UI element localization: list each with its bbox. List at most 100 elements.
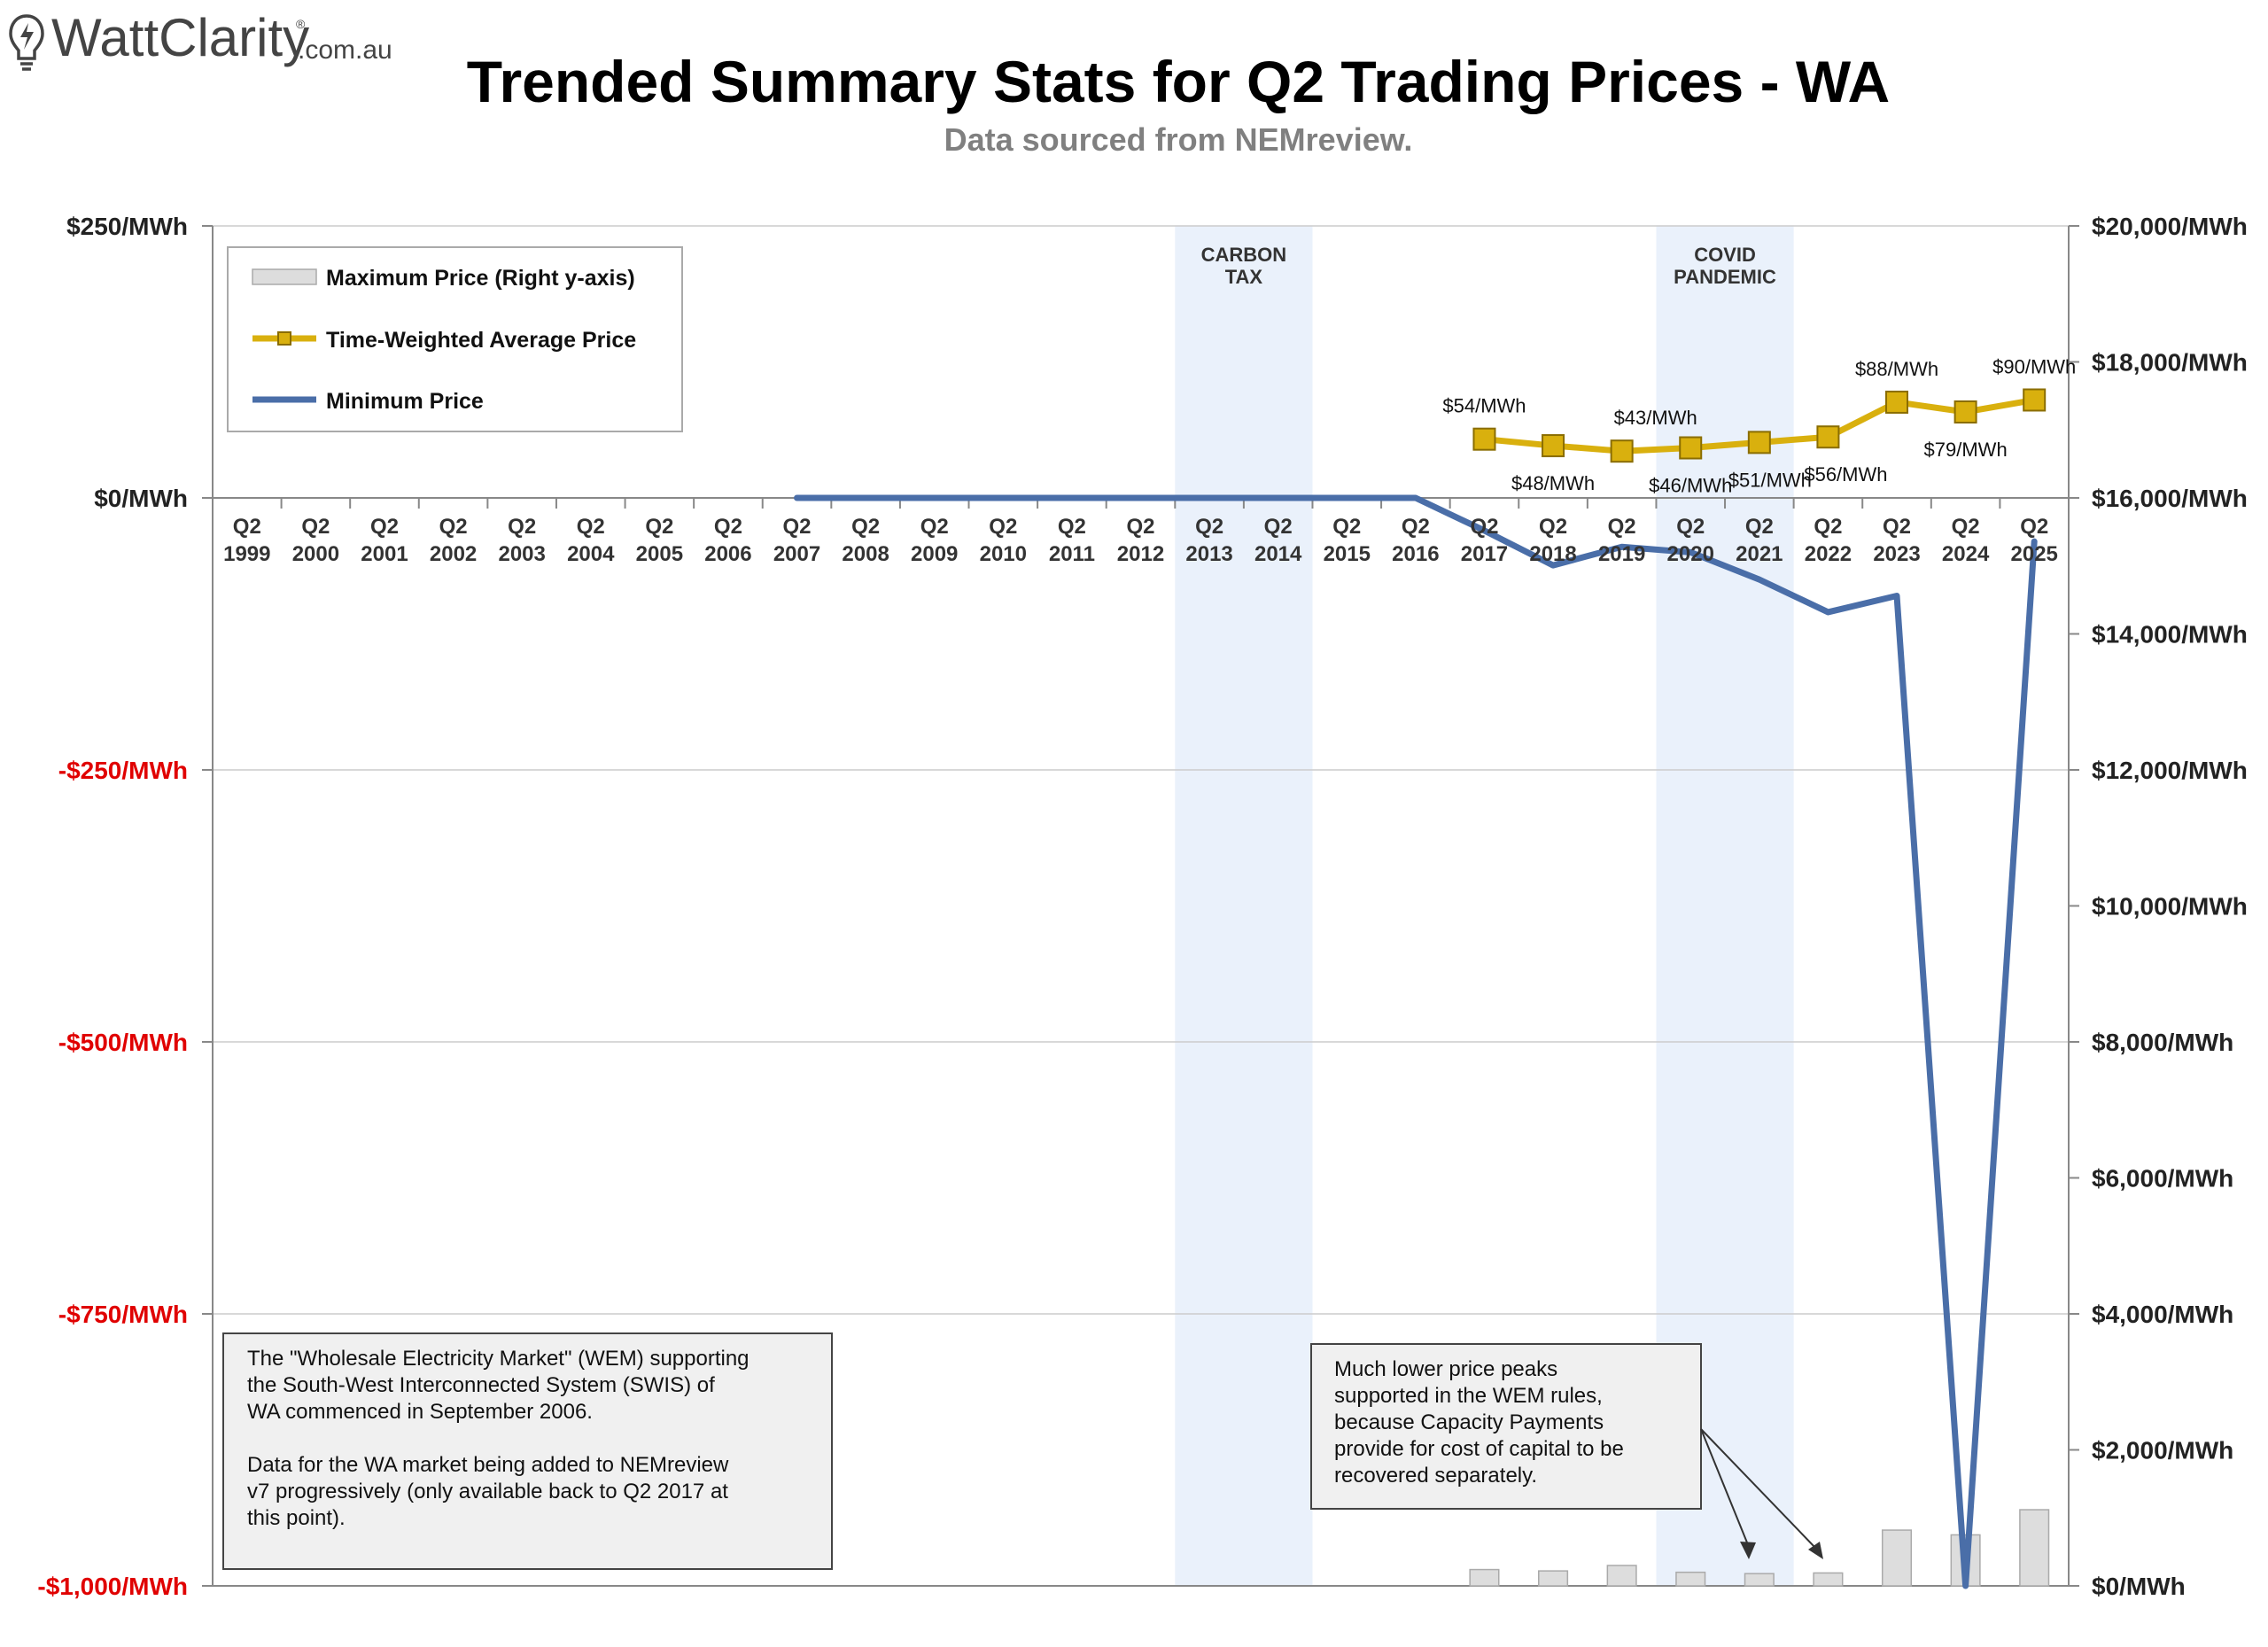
peaks-note-line: recovered separately. bbox=[1334, 1464, 1537, 1488]
avg-price-data-label: $48/MWh bbox=[1511, 472, 1595, 494]
avg-price-data-label: $43/MWh bbox=[1614, 407, 1697, 429]
right-tick-label: $18,000/MWh bbox=[2092, 349, 2248, 377]
right-tick-label: $16,000/MWh bbox=[2092, 485, 2248, 512]
x-tick-label: 2000 bbox=[292, 542, 339, 566]
left-tick-label: -$750/MWh bbox=[58, 1301, 188, 1328]
x-tick-label: 2009 bbox=[911, 542, 958, 566]
avg-price-data-label: $88/MWh bbox=[1855, 358, 1938, 380]
right-tick-label: $10,000/MWh bbox=[2092, 893, 2248, 921]
x-tick-label: Q2 bbox=[714, 515, 742, 539]
max-price-bar bbox=[1606, 1565, 1637, 1587]
x-tick-label: 2025 bbox=[2011, 542, 2058, 566]
left-tick-label: $0/MWh bbox=[94, 485, 188, 512]
y-axis-labels: $250/MWh $0/MWh -$250/MWh -$500/MWh -$750/MW… bbox=[37, 213, 2247, 1600]
x-tick-label: Q2 bbox=[1058, 515, 1086, 539]
max-price-bar bbox=[1744, 1573, 1775, 1587]
x-tick-label: 2002 bbox=[430, 542, 477, 566]
peaks-note-line: Much lower price peaks bbox=[1334, 1357, 1557, 1381]
x-tick-label: 2010 bbox=[980, 542, 1027, 566]
peaks-note-line: provide for cost of capital to be bbox=[1334, 1437, 1624, 1461]
avg-price-marker bbox=[2023, 388, 2047, 412]
x-tick-label: 2007 bbox=[773, 542, 820, 566]
legend: Maximum Price (Right y-axis) Time-Weight… bbox=[227, 246, 683, 432]
avg-price-marker bbox=[1610, 439, 1634, 463]
x-tick-label: Q2 bbox=[2020, 515, 2048, 539]
avg-price-marker bbox=[1747, 431, 1771, 454]
peaks-arrowhead bbox=[1808, 1542, 1823, 1559]
avg-price-series bbox=[1472, 388, 2047, 463]
logo-domain: .com.au bbox=[298, 35, 392, 65]
right-tick-label: $20,000/MWh bbox=[2092, 213, 2248, 240]
wem-note-line: this point). bbox=[247, 1506, 346, 1530]
x-tick-label: 2023 bbox=[1873, 542, 1920, 566]
legend-item-min: Minimum Price bbox=[326, 389, 484, 414]
avg-price-data-label: $90/MWh bbox=[1992, 355, 2076, 377]
wem-note: The "Wholesale Electricity Market" (WEM)… bbox=[222, 1332, 833, 1570]
avg-price-marker bbox=[1542, 434, 1565, 458]
wem-note-line: the South-West Interconnected System (SW… bbox=[247, 1373, 715, 1397]
x-tick-label: 1999 bbox=[223, 542, 270, 566]
shaded-period-label: CARBON bbox=[1201, 244, 1287, 266]
x-tick-label: Q2 bbox=[645, 515, 673, 539]
avg-price-marker bbox=[1885, 390, 1909, 414]
x-tick-label: Q2 bbox=[1126, 515, 1154, 539]
right-tick-label: $14,000/MWh bbox=[2092, 621, 2248, 649]
peaks-arrowhead bbox=[1740, 1542, 1756, 1559]
logo: WattClarity ® .com.au bbox=[9, 8, 392, 71]
x-tick-label: Q2 bbox=[783, 515, 812, 539]
shaded-period-label: TAX bbox=[1225, 266, 1263, 288]
x-tick-label: Q2 bbox=[1608, 515, 1636, 539]
x-tick-label: 2001 bbox=[361, 542, 408, 566]
x-tick-label: Q2 bbox=[301, 515, 330, 539]
avg-price-marker bbox=[1816, 425, 1840, 449]
x-tick-label: 2011 bbox=[1049, 542, 1095, 566]
lightbulb-icon bbox=[9, 14, 44, 71]
right-tick-label: $6,000/MWh bbox=[2092, 1165, 2233, 1193]
x-tick-label: 2022 bbox=[1805, 542, 1852, 566]
min-price-line bbox=[794, 494, 2038, 1589]
x-tick-label: Q2 bbox=[1676, 515, 1705, 539]
shaded-period-label: PANDEMIC bbox=[1674, 266, 1776, 288]
wem-note-line: v7 progressively (only available back to… bbox=[247, 1480, 728, 1503]
x-tick-label: 2004 bbox=[567, 542, 615, 566]
legend-avg-marker bbox=[277, 331, 291, 346]
left-tick-label: $250/MWh bbox=[66, 213, 188, 240]
x-axis-labels: Q2 1999 Q2 2000 Q2 2001 Q2 2002 Q2 2003 Q2 2004 Q2 20… bbox=[223, 515, 2058, 566]
legend-bar-swatch bbox=[252, 268, 317, 285]
peaks-note: Much lower price peaks supported in the … bbox=[1310, 1343, 1823, 1559]
x-tick-label: 2020 bbox=[1667, 542, 1714, 566]
x-tick-label: 2021 bbox=[1736, 542, 1783, 566]
max-price-bar bbox=[1881, 1529, 1913, 1587]
x-tick-label: Q2 bbox=[1402, 515, 1430, 539]
logo-brand: WattClarity bbox=[51, 8, 309, 67]
x-tick-label: Q2 bbox=[577, 515, 605, 539]
avg-price-data-label: $51/MWh bbox=[1728, 469, 1812, 491]
peaks-note-line: supported in the WEM rules, bbox=[1334, 1384, 1603, 1408]
x-tick-label: Q2 bbox=[989, 515, 1017, 539]
x-tick-label: Q2 bbox=[920, 515, 949, 539]
min-price-series bbox=[794, 494, 2038, 1589]
max-price-bar bbox=[1675, 1571, 1706, 1587]
max-price-bar bbox=[1469, 1568, 1500, 1587]
x-tick-label: 2024 bbox=[1942, 542, 1990, 566]
right-tick-label: $8,000/MWh bbox=[2092, 1029, 2233, 1056]
x-tick-label: Q2 bbox=[233, 515, 261, 539]
x-tick-label: Q2 bbox=[1195, 515, 1223, 539]
avg-price-data-label: $46/MWh bbox=[1649, 475, 1732, 497]
avg-price-data-label: $54/MWh bbox=[1442, 395, 1526, 417]
x-tick-label: Q2 bbox=[508, 515, 536, 539]
x-tick-label: Q2 bbox=[1539, 515, 1567, 539]
wem-note-line: Data for the WA market being added to NE… bbox=[247, 1453, 729, 1477]
x-tick-label: 2012 bbox=[1117, 542, 1164, 566]
max-price-bar bbox=[1813, 1572, 1844, 1587]
x-tick-label: Q2 bbox=[1745, 515, 1774, 539]
peaks-arrow bbox=[1700, 1428, 1750, 1548]
x-tick-label: Q2 bbox=[1814, 515, 1842, 539]
right-tick-label: $4,000/MWh bbox=[2092, 1301, 2233, 1328]
logo-registered: ® bbox=[296, 17, 306, 31]
peaks-arrow bbox=[1700, 1428, 1817, 1550]
chart-title: Trended Summary Stats for Q2 Trading Pri… bbox=[467, 49, 1890, 114]
x-tick-label: 2017 bbox=[1461, 542, 1508, 566]
max-price-bar bbox=[1538, 1570, 1569, 1587]
